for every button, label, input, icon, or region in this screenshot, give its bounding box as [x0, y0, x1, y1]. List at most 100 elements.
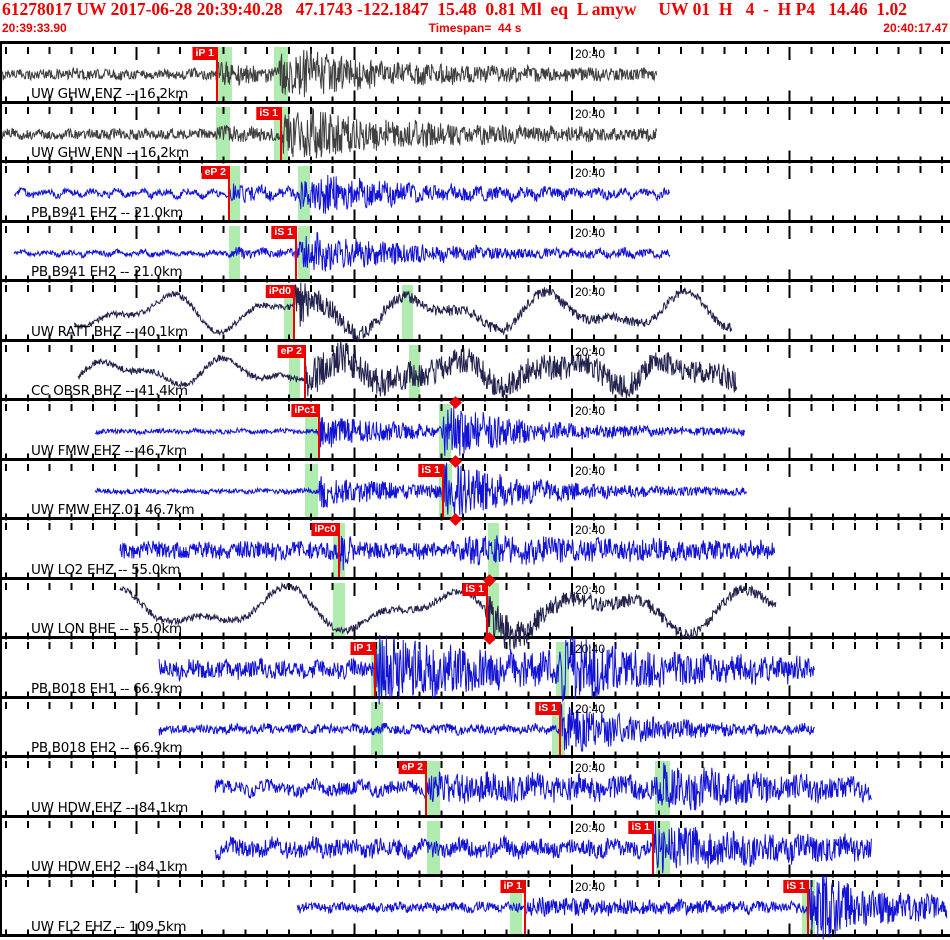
trace-row[interactable]: eP 2 20:40 PB B941 EHZ -- 21.0km — [2, 160, 950, 223]
phase-pick-flag[interactable]: iS 1 — [256, 106, 281, 120]
phase-pick-flag[interactable]: iS 1 — [535, 701, 560, 715]
trace-row[interactable]: iP 1 20:40 UW GHW ENZ -- 16.2km — [1, 41, 950, 104]
phase-pick-line — [486, 582, 488, 637]
phase-pick-line — [442, 463, 444, 518]
trace-row[interactable]: iS 1 20:40 PB B018 EH2 -- 66.9km — [2, 695, 950, 759]
minute-label: 20:40 — [575, 285, 606, 300]
trace-row[interactable]: iS 1 20:40 UW FMW EHZ.01 46.7km — [2, 455, 950, 526]
phase-pick-line — [524, 880, 526, 934]
trace-line — [119, 534, 776, 574]
phase-pick-line — [295, 225, 297, 280]
time-tick-marks — [5, 285, 944, 342]
minute-label: 20:40 — [575, 523, 606, 538]
minute-label: 20:40 — [575, 582, 606, 597]
trace-row[interactable]: iPc1 20:40 UW FMW EHZ -- 46.7km — [2, 395, 950, 461]
arrival-window-band — [333, 582, 345, 637]
time-tick-marks — [5, 701, 944, 759]
trace-row[interactable]: iP 1 20:40 PB B018 EH1 -- 66.9km — [2, 635, 950, 705]
trace-line — [214, 820, 872, 874]
waveform — [1, 106, 944, 164]
time-tick-marks — [5, 404, 944, 461]
trace-row[interactable]: iS 1 20:40 PB B941 EH2 -- 21.0km — [2, 219, 950, 283]
station-label: UW GHW ENZ -- 16.2km — [31, 85, 189, 102]
time-tick-marks — [5, 582, 944, 640]
phase-pick-flag[interactable]: iP 1 — [500, 880, 525, 894]
trace-row[interactable]: iP 1 iS 1 20:40 UW FL2 EHZ -- 109.5km — [2, 874, 950, 940]
phase-pick-line — [293, 285, 295, 339]
window-start-time: 20:39:33.90 — [2, 21, 67, 35]
trace-line — [13, 175, 671, 214]
phase-pick-flag[interactable]: eP 2 — [277, 344, 305, 358]
trace-row[interactable]: iPc0 20:40 UW LO2 EHZ -- 55.0km — [2, 517, 950, 580]
station-label: UW LO2 EHZ -- 55.0km — [31, 561, 181, 578]
minute-label: 20:40 — [575, 820, 606, 835]
minute-label: 20:40 — [575, 761, 606, 776]
time-tick-marks — [5, 880, 944, 937]
station-label: PB B018 EH2 -- 66.9km — [31, 740, 183, 757]
station-label: PB B018 EH1 -- 66.9km — [31, 680, 183, 697]
time-tick-marks — [5, 166, 944, 223]
minute-label: 20:40 — [575, 106, 606, 121]
minute-label: 20:40 — [575, 880, 606, 895]
waveform — [5, 282, 944, 342]
phase-pick-flag[interactable]: iS 1 — [418, 463, 443, 477]
trace-row[interactable]: iS 1 20:40 UW LON BHE -- 55.0km — [2, 574, 950, 651]
station-label: UW FL2 EHZ -- 109.5km — [31, 918, 187, 935]
trace-row[interactable]: iPd0 20:40 UW RATT BHZ -- 40.1km — [2, 279, 950, 342]
trace-line — [95, 406, 746, 457]
waveform — [5, 523, 944, 580]
waveform — [5, 875, 948, 940]
station-label: PB B941 EH2 -- 21.0km — [31, 264, 183, 281]
time-tick-marks — [5, 344, 944, 402]
waveform — [5, 166, 944, 223]
trace-line — [158, 635, 815, 705]
minute-label: 20:40 — [575, 404, 606, 419]
station-label: UW FMW EHZ.01 46.7km — [31, 502, 195, 519]
waveform — [5, 581, 944, 651]
phase-pick-flag[interactable]: iS 1 — [628, 820, 653, 834]
phase-pick-line — [425, 761, 427, 815]
phase-pick-flag[interactable]: iP 1 — [350, 642, 375, 656]
trace-line — [77, 340, 738, 399]
station-label: UW HDW EH2 -- 84.1km — [31, 859, 188, 876]
arrival-window-band — [402, 285, 413, 339]
station-label: UW RATT BHZ -- 40.1km — [31, 323, 188, 340]
waveform — [5, 462, 944, 521]
trace-line — [119, 581, 777, 651]
phase-pick-flag[interactable]: eP 2 — [398, 761, 426, 775]
phase-pick-flag[interactable]: iPd0 — [265, 285, 294, 299]
minute-label: 20:40 — [575, 642, 606, 657]
seismogram-rows: iP 1 20:40 UW GHW ENZ -- 16.2km iS 1 20:40 UW… — [0, 41, 950, 940]
station-label: CC OBSR BHZ -- 41.4km — [31, 383, 188, 400]
minute-label: 20:40 — [575, 463, 606, 478]
minute-label: 20:40 — [575, 166, 606, 181]
station-label: PB B941 EHZ -- 21.0km — [31, 204, 183, 221]
phase-pick-line — [228, 166, 230, 220]
station-label: UW HDW EHZ -- 84.1km — [31, 799, 188, 816]
trace-line — [158, 704, 816, 752]
waveform — [5, 340, 944, 402]
minute-label: 20:40 — [575, 701, 606, 716]
trace-row[interactable]: eP 2 20:40 CC OBSR BHZ -- 41.4km — [2, 338, 950, 402]
phase-pick-flag[interactable]: eP 2 — [201, 166, 229, 180]
trace-line — [13, 231, 671, 271]
trace-row[interactable]: eP 2 20:40 UW HDW EHZ -- 84.1km — [2, 755, 950, 818]
trace-row[interactable]: iS 1 20:40 UW HDW EH2 -- 84.1km — [2, 814, 950, 878]
time-tick-marks — [5, 225, 944, 283]
trace-row[interactable]: iS 1 20:40 UW GHW ENN -- 16.2km — [1, 100, 950, 164]
arrival-window-band — [284, 285, 294, 339]
phase-pick-flag[interactable]: iS 1 — [462, 582, 487, 596]
phase-pick-flag[interactable]: iPc0 — [311, 523, 339, 537]
time-tick-marks — [5, 106, 944, 164]
phase-pick-flag[interactable]: iS 1 — [783, 880, 808, 894]
phase-pick-flag[interactable]: iS 1 — [271, 225, 296, 239]
phase-pick-flag[interactable]: iP 1 — [192, 47, 217, 60]
waveform — [5, 225, 944, 283]
arrival-window-band — [289, 344, 300, 399]
phase-pick-flag[interactable]: iPc1 — [291, 404, 319, 418]
phase-pick-line — [652, 820, 654, 875]
phase-pick-line — [280, 106, 282, 161]
phase-pick-line — [304, 344, 306, 399]
time-tick-marks — [5, 47, 944, 104]
